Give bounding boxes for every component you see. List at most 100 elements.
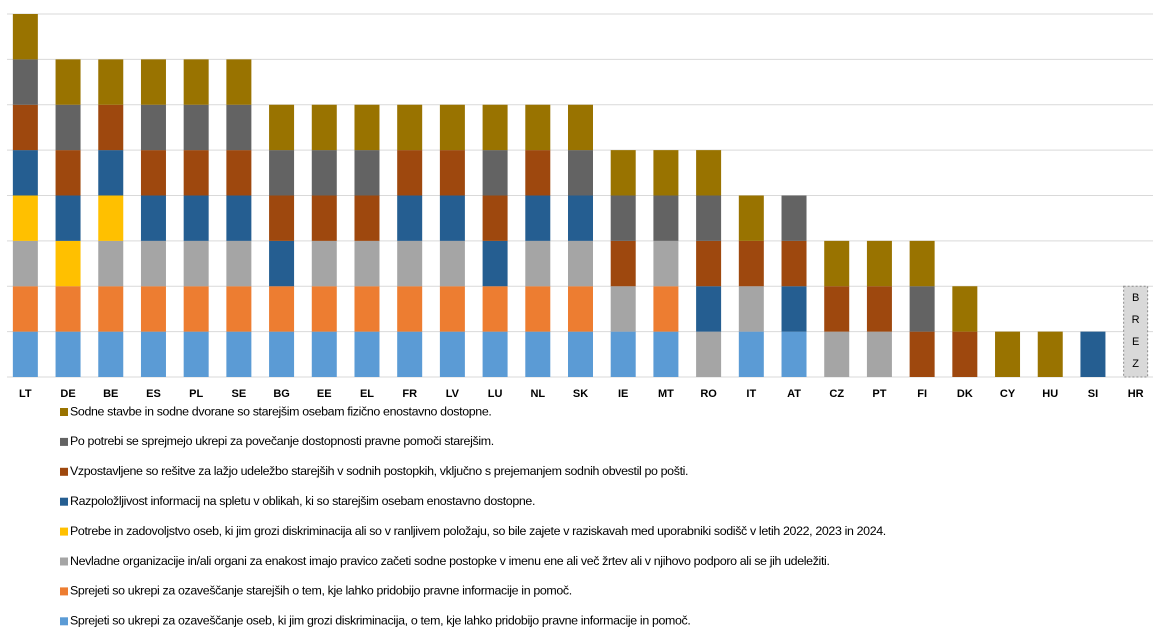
bar-segment (568, 331, 593, 377)
legend-label: Vzpostavljene so rešitve za lažjo udelež… (70, 464, 688, 478)
bar-segment (226, 286, 252, 332)
x-tick-label: EE (317, 388, 332, 400)
x-tick-label: DE (60, 388, 75, 400)
bar-segment (311, 104, 337, 151)
bar-segment (952, 286, 978, 332)
bar-segment (439, 286, 465, 332)
bar-segment (269, 331, 295, 377)
x-tick-label: LV (446, 388, 460, 400)
bar-segment (269, 104, 295, 151)
bar-segment (439, 240, 465, 287)
legend-swatch (60, 467, 68, 476)
x-tick-label: HU (1042, 388, 1058, 400)
bar-segment (610, 286, 636, 332)
bar-segment (482, 286, 508, 332)
bar-segment (738, 240, 764, 287)
bar-segment (866, 331, 892, 377)
x-tick-label: AT (787, 388, 801, 400)
annotation: E (1132, 336, 1139, 348)
bar-segment (55, 195, 81, 241)
bar-segment (738, 195, 764, 241)
legend-label: Potrebe in zadovoljstvo oseb, ki jim gro… (70, 524, 886, 538)
bar-segment (909, 286, 935, 332)
bar-segment (653, 331, 679, 377)
x-tick-label: SK (573, 388, 588, 400)
bar-segment (439, 150, 465, 196)
legend-swatch (60, 497, 68, 506)
bar-segment (824, 286, 850, 332)
bar-segment (55, 150, 81, 196)
bar-segment (354, 286, 380, 332)
bar-segment (354, 150, 380, 196)
bar-segment (354, 195, 380, 241)
bar-segment (226, 240, 252, 287)
x-tick-label: IT (746, 388, 756, 400)
bar-segment (696, 195, 722, 241)
bar-segment (525, 286, 551, 332)
bar-segment (354, 240, 380, 287)
bar-segment (439, 331, 465, 377)
bar-segment (909, 331, 935, 377)
bar-segment (98, 59, 124, 105)
bar-segment (12, 240, 38, 287)
bar-segment (183, 195, 209, 241)
bar-segment (781, 195, 807, 241)
bar-segment (183, 286, 209, 332)
bar-segment (1037, 331, 1063, 377)
bar-segment (482, 240, 508, 287)
bar-segment (781, 331, 807, 377)
bar-segment (140, 59, 166, 105)
bar-segment (525, 150, 551, 196)
bar-segment (653, 150, 679, 196)
bar-segment (482, 104, 508, 151)
x-tick-label: SE (232, 388, 247, 400)
bar-segment (781, 240, 807, 287)
bar-segment (866, 240, 892, 287)
legend-label: Po potrebi se sprejmejo ukrepi za poveča… (70, 434, 494, 448)
legend-swatch (60, 437, 68, 446)
bar-segment (781, 286, 807, 332)
bar-segment (269, 286, 295, 332)
x-tick-label: RO (700, 388, 717, 400)
x-tick-label: NL (530, 388, 545, 400)
bar-segment (568, 104, 593, 151)
legend-label: Nevladne organizacije in/ali organi za e… (70, 554, 830, 568)
bar-segment (311, 150, 337, 196)
x-tick-label: FI (917, 388, 927, 400)
x-tick-label: BE (103, 388, 118, 400)
x-tick-label: CZ (829, 388, 844, 400)
bar-segment (226, 150, 252, 196)
bar-segment (12, 59, 38, 105)
x-tick-label: EL (360, 388, 374, 400)
bar-segment (1080, 331, 1106, 377)
bar-segment (98, 104, 124, 151)
annotation: B (1132, 292, 1139, 304)
legend-swatch (60, 527, 68, 536)
bar-segment (98, 195, 124, 241)
bar-segment (55, 104, 81, 151)
bar-segment (482, 150, 508, 196)
bar-segment (140, 195, 166, 241)
bar-segment (354, 104, 380, 151)
bar-segment (653, 240, 679, 287)
bar-segment (269, 150, 295, 196)
bar-segment (55, 59, 81, 105)
legend-swatch (60, 617, 68, 626)
bar-segment (226, 331, 252, 377)
bar-segment (269, 240, 295, 287)
bar-segment (397, 195, 423, 241)
bar-segment (696, 331, 722, 377)
legend-label: Sprejeti so ukrepi za ozaveščanje starej… (70, 584, 572, 598)
x-tick-label: MT (658, 388, 674, 400)
bar-segment (525, 195, 551, 241)
bar-segment (140, 331, 166, 377)
bar-segment (311, 240, 337, 287)
bar-segment (183, 104, 209, 151)
bar-segment (824, 240, 850, 287)
bar-segment (482, 195, 508, 241)
bar-segment (738, 286, 764, 332)
bar-segment (568, 240, 593, 287)
bar-segment (12, 195, 38, 241)
bar-segment (568, 286, 593, 332)
